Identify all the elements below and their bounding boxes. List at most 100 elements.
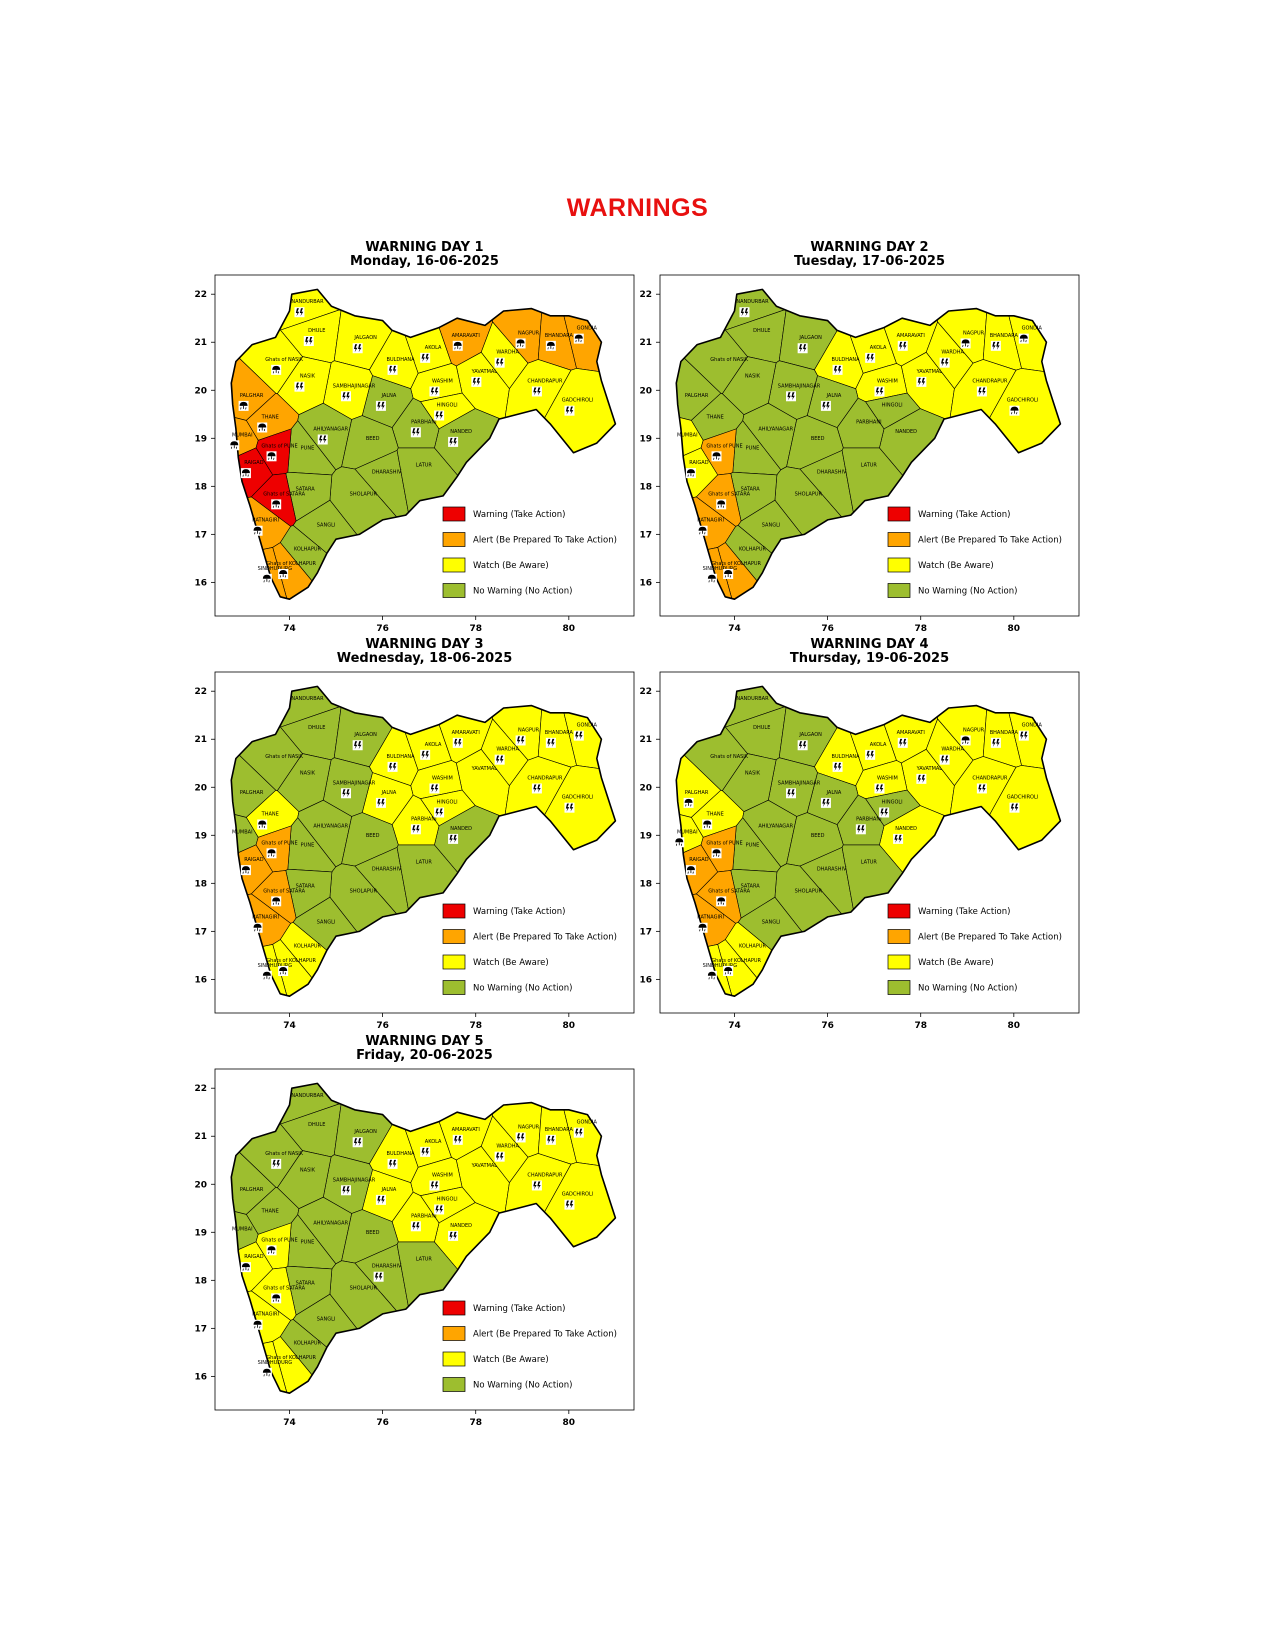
thunderstorm-icon xyxy=(387,1158,398,1169)
district-label: MUMBAI xyxy=(677,432,698,438)
thunderstorm-icon xyxy=(855,824,866,835)
legend-swatch-no-warning xyxy=(442,583,466,598)
y-tick-label: 18 xyxy=(194,879,207,889)
y-tick-label: 16 xyxy=(194,1372,207,1382)
thunderstorm-icon xyxy=(341,391,352,402)
thunderstorm-icon xyxy=(865,749,876,760)
district-label: SINDHUDURG xyxy=(258,1360,293,1366)
district-label: YAVATMAL xyxy=(916,766,943,772)
district-label: SAMBHAJINAGAR xyxy=(333,1177,376,1183)
rain-cloud-icon xyxy=(240,468,251,479)
legend-label: No Warning (No Action) xyxy=(918,984,1017,994)
rain-cloud-icon xyxy=(706,970,717,981)
legend-label: No Warning (No Action) xyxy=(473,984,572,994)
rain-cloud-icon xyxy=(261,1367,272,1378)
district-label: DHARASHIV xyxy=(817,470,847,476)
thunderstorm-icon xyxy=(434,1204,445,1215)
district-label: SHOLAPUR xyxy=(350,888,378,894)
x-tick-label: 78 xyxy=(914,624,927,634)
district-label: RATNAGIRI xyxy=(252,1312,279,1318)
district-label: Ghats of SATARA xyxy=(708,491,750,497)
district-label: THANE xyxy=(706,414,724,420)
district-label: WASHIM xyxy=(432,1172,453,1178)
district-label: WARDHA xyxy=(496,747,519,753)
district-label: Ghats of SATARA xyxy=(263,1285,305,1291)
legend-swatch-alert xyxy=(442,929,466,944)
thunderstorm-icon xyxy=(303,336,314,347)
district-label: THANE xyxy=(261,1208,279,1214)
district-label: AKOLA xyxy=(870,742,887,748)
x-tick-label: 74 xyxy=(728,1021,741,1031)
district-label: NAGPUR xyxy=(518,330,540,336)
y-tick-label: 22 xyxy=(194,1084,207,1094)
district-label: WARDHA xyxy=(496,1144,519,1150)
district-label: NAGPUR xyxy=(518,727,540,733)
district-label: RATNAGIRI xyxy=(697,915,724,921)
rain-cloud-icon xyxy=(252,922,263,933)
district-label: PUNE xyxy=(746,446,760,452)
district-label: PUNE xyxy=(301,843,315,849)
district-label: BULDHANA xyxy=(387,754,416,760)
rain-cloud-icon xyxy=(683,797,694,808)
rain-cloud-icon xyxy=(685,865,696,876)
thunderstorm-icon xyxy=(879,807,890,818)
thunderstorm-icon xyxy=(448,436,459,447)
y-tick-label: 19 xyxy=(194,434,207,444)
district-label: LATUR xyxy=(416,860,433,866)
district-label: AKOLA xyxy=(425,1139,442,1145)
district-label: JALGAON xyxy=(798,335,822,341)
panel-date: Thursday, 19-06-2025 xyxy=(790,651,949,666)
thunderstorm-icon xyxy=(820,797,831,808)
x-tick-label: 78 xyxy=(914,1021,927,1031)
legend-swatch-no-warning xyxy=(887,583,911,598)
rain-cloud-icon xyxy=(266,451,277,462)
district-label: HINGOLI xyxy=(437,402,458,408)
district-label: BULDHANA xyxy=(387,1151,416,1157)
district-label: SANGLI xyxy=(317,523,336,529)
district-label: Ghats of SATARA xyxy=(263,888,305,894)
y-tick-label: 18 xyxy=(194,482,207,492)
district-label: SANGLI xyxy=(762,523,781,529)
district-label: WASHIM xyxy=(877,378,898,384)
rain-cloud-icon xyxy=(238,400,249,411)
thunderstorm-icon xyxy=(786,788,797,799)
district-label: SATARA xyxy=(741,884,761,890)
y-tick-label: 18 xyxy=(639,482,652,492)
district-label: DHULE xyxy=(308,1122,325,1128)
thunderstorm-icon xyxy=(916,773,927,784)
thunderstorm-icon xyxy=(373,1271,384,1282)
district-label: Ghats of NASIK xyxy=(265,754,303,760)
rain-cloud-icon xyxy=(271,896,282,907)
district-label: SATARA xyxy=(296,884,316,890)
district-label: AKOLA xyxy=(425,345,442,351)
thunderstorm-icon xyxy=(448,833,459,844)
x-tick-label: 74 xyxy=(283,1418,296,1428)
district-label: Ghats of KOLHAPUR xyxy=(266,561,316,567)
district-label: RATNAGIRI xyxy=(252,915,279,921)
legend-label: Watch (Be Aware) xyxy=(918,561,994,571)
thunderstorm-icon xyxy=(494,357,505,368)
thunderstorm-icon xyxy=(739,307,750,318)
district-label: THANE xyxy=(261,811,279,817)
y-tick-label: 22 xyxy=(639,290,652,300)
district-label: MUMBAI xyxy=(232,829,253,835)
rain-cloud-icon xyxy=(697,922,708,933)
x-tick-label: 78 xyxy=(469,1418,482,1428)
thunderstorm-icon xyxy=(452,1134,463,1145)
district-label: DHULE xyxy=(308,725,325,731)
district-label: SATARA xyxy=(296,1281,316,1287)
district-label: SHOLAPUR xyxy=(350,1285,378,1291)
y-tick-label: 16 xyxy=(194,578,207,588)
district-label: DHARASHIV xyxy=(372,867,402,873)
y-tick-label: 17 xyxy=(639,530,652,540)
thunderstorm-icon xyxy=(797,343,808,354)
district-label: SHOLAPUR xyxy=(350,491,378,497)
thunderstorm-icon xyxy=(797,740,808,751)
district-label: DHARASHIV xyxy=(372,470,402,476)
district-label: AHILYANAGAR xyxy=(758,426,793,432)
thunderstorm-icon xyxy=(352,740,363,751)
district-label: NAGPUR xyxy=(963,727,985,733)
rain-cloud-icon xyxy=(674,837,685,848)
x-tick-label: 76 xyxy=(376,1418,389,1428)
rain-cloud-icon xyxy=(706,573,717,584)
